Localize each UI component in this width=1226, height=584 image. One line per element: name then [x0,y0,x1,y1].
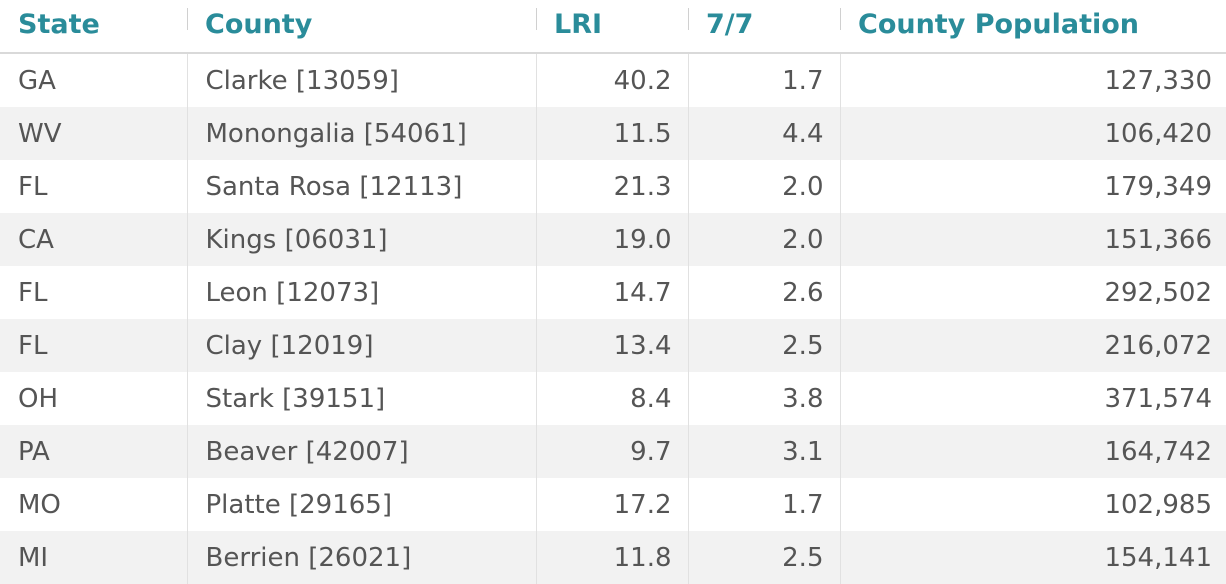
column-header-label: LRI [554,8,603,40]
cell-7-7: 2.0 [687,213,840,266]
column-divider [187,8,188,30]
table-row: MI Berrien [26021] 11.8 2.5 154,141 [0,531,1226,584]
cell-county-population: 106,420 [839,107,1226,160]
cell-county: Leon [12073] [186,266,536,319]
cell-7-7: 3.1 [687,425,840,478]
cell-county-population: 292,502 [839,266,1226,319]
table-row: GA Clarke [13059] 40.2 1.7 127,330 [0,53,1226,107]
cell-county-population: 164,742 [839,425,1226,478]
table-row: FL Santa Rosa [12113] 21.3 2.0 179,349 [0,160,1226,213]
column-header-county-population[interactable]: County Population [840,0,1226,54]
column-header-county[interactable]: County [187,0,536,54]
cell-county-population: 102,985 [839,478,1226,531]
table-row: MO Platte [29165] 17.2 1.7 102,985 [0,478,1226,531]
cell-county: Stark [39151] [186,372,536,425]
cell-lri: 8.4 [535,372,688,425]
cell-7-7: 2.6 [687,266,840,319]
cell-lri: 40.2 [535,53,688,107]
cell-state: FL [0,319,187,372]
table-row: CA Kings [06031] 19.0 2.0 151,366 [0,213,1226,266]
column-divider [536,8,537,30]
cell-state: FL [0,160,187,213]
cell-lri: 11.5 [535,107,688,160]
cell-county: Monongalia [54061] [186,107,536,160]
column-header-lri[interactable]: LRI [536,0,688,54]
column-header-label: County Population [858,8,1140,40]
column-header-state[interactable]: State [0,0,187,54]
column-header-7-7[interactable]: 7/7 [688,0,840,54]
cell-7-7: 3.8 [687,372,840,425]
cell-county: Clarke [13059] [186,53,536,107]
cell-county-population: 179,349 [839,160,1226,213]
cell-state: MO [0,478,187,531]
cell-lri: 21.3 [535,160,688,213]
cell-7-7: 4.4 [687,107,840,160]
cell-state: MI [0,531,187,584]
cell-7-7: 2.0 [687,160,840,213]
table-row: FL Leon [12073] 14.7 2.6 292,502 [0,266,1226,319]
cell-7-7: 2.5 [687,319,840,372]
column-header-label: State [18,8,100,40]
cell-county: Platte [29165] [186,478,536,531]
cell-county: Berrien [26021] [186,531,536,584]
cell-county-population: 127,330 [839,53,1226,107]
cell-county-population: 371,574 [839,372,1226,425]
column-header-label: County [205,8,313,40]
cell-lri: 9.7 [535,425,688,478]
cell-county-population: 154,141 [839,531,1226,584]
table-row: FL Clay [12019] 13.4 2.5 216,072 [0,319,1226,372]
cell-7-7: 1.7 [687,53,840,107]
cell-county-population: 216,072 [839,319,1226,372]
cell-county-population: 151,366 [839,213,1226,266]
cell-lri: 13.4 [535,319,688,372]
cell-state: GA [0,53,187,107]
cell-7-7: 2.5 [687,531,840,584]
cell-state: PA [0,425,187,478]
cell-lri: 14.7 [535,266,688,319]
column-header-label: 7/7 [706,8,754,40]
table-row: OH Stark [39151] 8.4 3.8 371,574 [0,372,1226,425]
cell-state: FL [0,266,187,319]
cell-state: OH [0,372,187,425]
column-divider [688,8,689,30]
cell-state: CA [0,213,187,266]
column-divider [840,8,841,30]
cell-state: WV [0,107,187,160]
cell-lri: 19.0 [535,213,688,266]
cell-county: Clay [12019] [186,319,536,372]
cell-county: Santa Rosa [12113] [186,160,536,213]
header-row: State County LRI 7/7 County Population [0,0,1226,54]
cell-county: Kings [06031] [186,213,536,266]
cell-7-7: 1.7 [687,478,840,531]
cell-county: Beaver [42007] [186,425,536,478]
cell-lri: 11.8 [535,531,688,584]
table-body: GA Clarke [13059] 40.2 1.7 127,330 WV Mo… [0,53,1226,584]
table-row: PA Beaver [42007] 9.7 3.1 164,742 [0,425,1226,478]
cell-lri: 17.2 [535,478,688,531]
table-row: WV Monongalia [54061] 11.5 4.4 106,420 [0,107,1226,160]
